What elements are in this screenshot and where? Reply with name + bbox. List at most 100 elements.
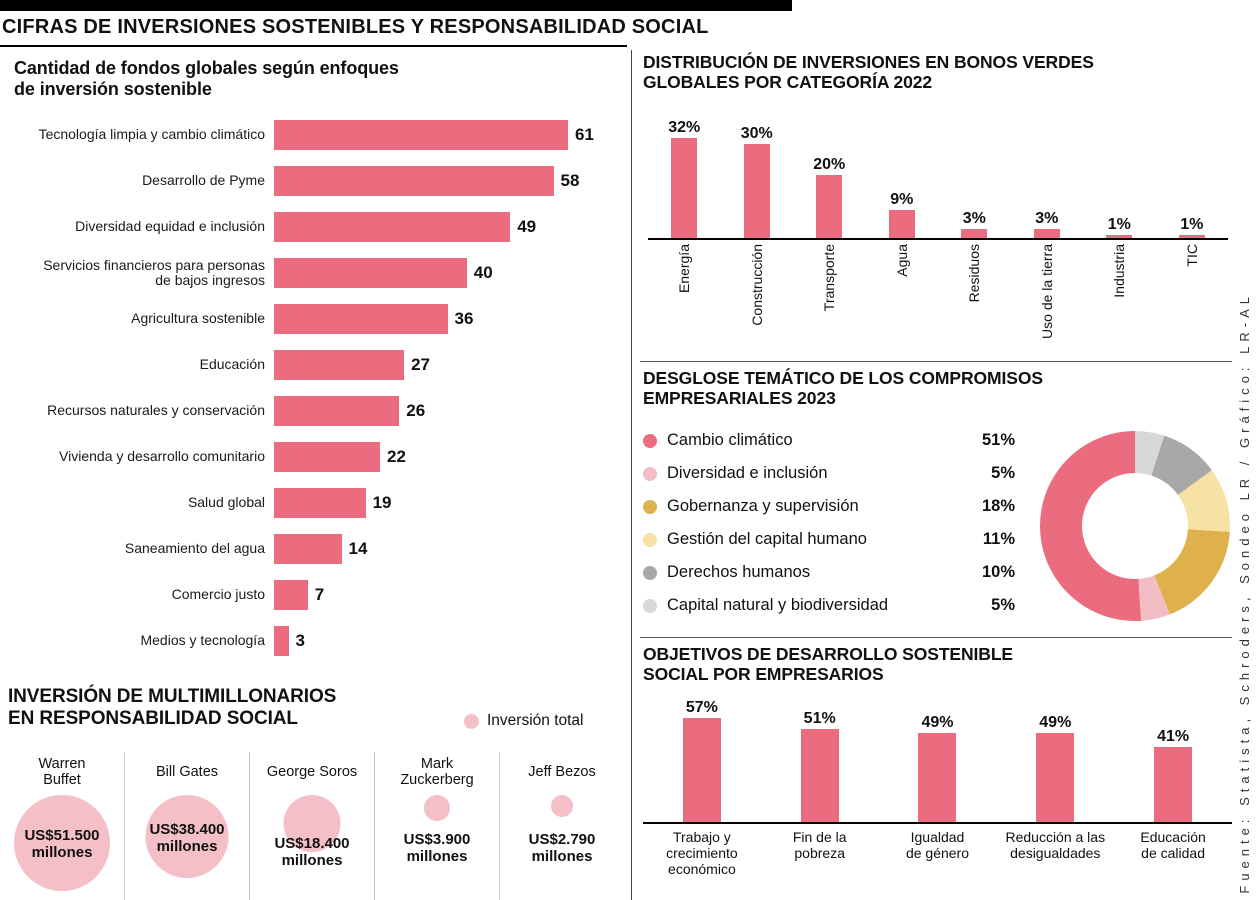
- category-cell: Fin de la pobreza: [761, 829, 879, 878]
- category-label: Comercio justo: [171, 586, 265, 603]
- bonos-chart-title: DISTRIBUCIÓN DE INVERSIONES EN BONOS VER…: [643, 52, 1094, 93]
- legend-label: Derechos humanos: [667, 563, 811, 581]
- category-label: Tecnología limpia y cambio climático: [38, 126, 265, 143]
- legend-label: Capital natural y biodiversidad: [667, 596, 889, 614]
- value-label: 27: [411, 355, 431, 374]
- bubble: [145, 795, 229, 878]
- bar: [274, 442, 380, 472]
- bubble-zone: US$18.400 millones: [250, 792, 374, 900]
- billionaire-name: George Soros: [266, 763, 358, 780]
- masthead-bar: [0, 0, 792, 11]
- bar-column: 49%: [879, 714, 997, 822]
- legend-dot: [643, 433, 657, 448]
- percent-label: 49%: [921, 714, 954, 731]
- percent-label: 1%: [1180, 216, 1204, 233]
- legend-dot: [643, 598, 657, 613]
- legend-value: 51%: [981, 431, 1015, 449]
- legend-label: Inversión total: [487, 712, 584, 729]
- billionaire-name: Warren Buffet: [38, 755, 86, 788]
- percent-label: 32%: [668, 119, 701, 136]
- investment-total-legend: Inversión total: [464, 712, 584, 730]
- bar: [274, 304, 448, 334]
- bar: [274, 120, 568, 150]
- bar-row: Desarrollo de Pyme 58: [0, 158, 624, 204]
- legend-value: 18%: [981, 497, 1015, 515]
- bar-row: Vivienda y desarrollo comunitario 22: [0, 434, 624, 480]
- column-divider: [631, 50, 632, 900]
- category-label: Industria: [1111, 244, 1128, 298]
- bar: [918, 733, 957, 822]
- amount-label: US$51.500 millones: [24, 827, 100, 861]
- percent-label: 20%: [813, 156, 846, 173]
- category-label: TIC: [1183, 244, 1200, 267]
- bar-column: 3%: [938, 210, 1011, 238]
- category-label: Residuos: [966, 244, 983, 303]
- legend-value: 5%: [991, 464, 1015, 482]
- billionaire-column: Warren Buffet US$51.500 millones: [0, 752, 124, 900]
- billionaires-bubble-chart: Warren Buffet US$51.500 millones Bill Gate…: [0, 752, 624, 900]
- category-cell: Industria: [1083, 244, 1156, 356]
- value-label: 19: [372, 493, 392, 512]
- bar: [1033, 229, 1060, 238]
- percent-label: 3%: [962, 210, 986, 227]
- bar-column: 32%: [648, 119, 721, 238]
- bar-column: 51%: [761, 710, 879, 822]
- category-cell: Igualdad de género: [879, 829, 997, 878]
- percent-label: 9%: [890, 191, 914, 208]
- ods-x-axis: [643, 822, 1232, 824]
- bar: [274, 396, 400, 426]
- value-label: 14: [348, 539, 368, 558]
- bar-row: Diversidad equidad e inclusión 49: [0, 204, 624, 250]
- category-label: Uso de la tierra: [1038, 244, 1055, 339]
- bar: [816, 175, 843, 238]
- category-label: Recursos naturales y conservación: [47, 402, 265, 419]
- amount-label: US$38.400 millones: [149, 821, 225, 855]
- value-label: 26: [406, 401, 426, 420]
- category-label: Agua: [893, 244, 910, 277]
- percent-label: 57%: [685, 699, 718, 716]
- category-label: Educación de calidad: [1140, 829, 1206, 861]
- percent-label: 41%: [1157, 728, 1190, 745]
- bar: [274, 534, 342, 564]
- section-divider: [640, 637, 1232, 638]
- legend-item: Gestión del capital humano 11%: [643, 523, 1015, 556]
- billionaire-column: Bill Gates US$38.400 millones: [124, 752, 249, 900]
- bonos-bar-chart: 32% 30% 20% 9% 3% 3% 1% 1%: [648, 98, 1228, 238]
- bar: [274, 488, 366, 518]
- legend-label: Gestión del capital humano: [667, 530, 867, 548]
- billionaires-title: INVERSIÓN DE MULTIMILLONARIOS EN RESPONS…: [8, 686, 337, 729]
- bar-column: 30%: [721, 125, 794, 238]
- ods-category-labels: Trabajo y crecimiento económico Fin de la…: [643, 829, 1232, 878]
- ods-bar-chart: 57% 51% 49% 49% 41%: [643, 692, 1232, 822]
- legend-dot: [464, 713, 479, 729]
- bar: [274, 258, 467, 288]
- desglose-legend: Cambio climático 51% Diversidad e inclusió…: [643, 424, 1015, 622]
- bar-row: Salud global 19: [0, 480, 624, 526]
- value-label: 40: [473, 263, 493, 282]
- fondos-chart-title: Cantidad de fondos globales según enfoqu…: [14, 58, 399, 99]
- bar: [1178, 235, 1205, 238]
- amount-label: US$18.400 millones: [274, 835, 350, 869]
- category-cell: Construcción: [721, 244, 794, 356]
- bar-row: Servicios financieros para personas de b…: [0, 250, 624, 296]
- category-label: Trabajo y crecimiento económico: [666, 829, 738, 877]
- category-cell: TIC: [1156, 244, 1229, 356]
- category-label: Energía: [676, 244, 693, 294]
- billionaire-column: Jeff Bezos US$2.790 millones: [499, 752, 624, 900]
- legend-item: Derechos humanos 10%: [643, 556, 1015, 589]
- category-cell: Educación de calidad: [1114, 829, 1232, 878]
- bubble-zone: US$38.400 millones: [125, 792, 249, 900]
- legend-dot: [643, 466, 657, 481]
- category-label: Saneamiento del agua: [124, 540, 265, 557]
- legend-value: 5%: [991, 596, 1015, 614]
- bar-column: 3%: [1011, 210, 1084, 238]
- bonos-category-labels: Energía Construcción Transporte Agua Residuo…: [648, 244, 1228, 356]
- category-label: Diversidad equidad e inclusión: [75, 218, 265, 235]
- bar: [274, 626, 289, 656]
- bar: [800, 729, 839, 822]
- value-label: 3: [295, 631, 305, 650]
- value-label: 36: [454, 309, 474, 328]
- category-label: Agricultura sostenible: [131, 310, 265, 327]
- legend-dot: [643, 499, 657, 514]
